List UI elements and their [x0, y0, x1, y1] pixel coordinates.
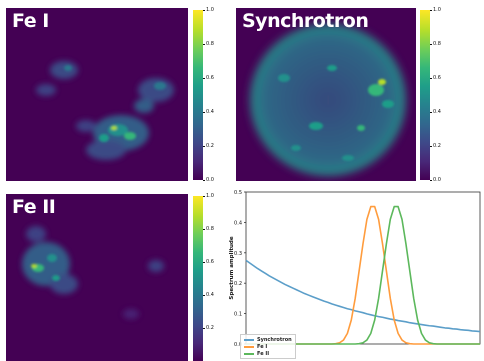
y-tick-label: 0.3	[234, 251, 242, 257]
legend-label-fe2: Fe II	[257, 350, 270, 357]
colorbar-tick-fe2	[203, 295, 205, 296]
colorbar-tick-label-synchrotron: 1.0	[433, 7, 441, 13]
legend-item-fe1: Fe I	[244, 343, 292, 350]
panel-title-fe2: Fe II	[12, 196, 56, 218]
colorbar-tick-synchrotron	[430, 10, 432, 11]
colorbar-tick-synchrotron	[430, 180, 432, 181]
fe2-map: Fe II	[6, 194, 188, 361]
y-axis-label: Spectrum amplitude	[229, 236, 235, 299]
legend-item-synchrotron: Synchrotron	[244, 336, 292, 343]
fe1-map: Fe I	[6, 8, 188, 181]
colorbar-tick-label-fe2: 0.6	[206, 259, 214, 265]
colorbar-tick-label-fe1: 0.4	[206, 109, 214, 115]
plot-frame	[245, 191, 481, 345]
colorbar-tick-label-synchrotron: 0.4	[433, 109, 441, 115]
colorbar-tick-label-fe1: 0.0	[206, 177, 214, 183]
legend: Synchrotron Fe I Fe II	[240, 334, 296, 359]
colorbar-tick-fe2	[203, 196, 205, 197]
legend-swatch-synchrotron	[244, 338, 254, 341]
panel-title-fe1: Fe I	[12, 10, 49, 32]
colorbar-synchrotron	[420, 10, 430, 180]
colorbar-tick-fe1	[203, 78, 205, 79]
colorbar-tick-label-fe1: 1.0	[206, 7, 214, 13]
colorbar-tick-label-fe1: 0.2	[206, 143, 214, 149]
y-tick-label: 0.0	[234, 342, 242, 348]
colorbar-fe1	[193, 10, 203, 180]
colorbar-tick-synchrotron	[430, 146, 432, 147]
colorbar-tick-fe1	[203, 146, 205, 147]
colorbar-tick-fe1	[203, 112, 205, 113]
colorbar-tick-label-fe2: 0.2	[206, 325, 214, 331]
colorbar-tick-synchrotron	[430, 112, 432, 113]
fe1-emission	[36, 61, 174, 160]
fe2-emission	[22, 226, 164, 319]
colorbar-tick-fe1	[203, 10, 205, 11]
colorbar-tick-label-fe1: 0.6	[206, 75, 214, 81]
colorbar-tick-label-synchrotron: 0.2	[433, 143, 441, 149]
colorbar-tick-fe1	[203, 180, 205, 181]
legend-swatch-fe1	[244, 345, 254, 348]
series-line-fe-ii	[246, 205, 480, 345]
colorbar-tick-label-synchrotron: 0.6	[433, 75, 441, 81]
synchrotron-emission	[246, 20, 410, 180]
colorbar-tick-fe2	[203, 229, 205, 230]
y-tick-label: 0.2	[234, 281, 242, 287]
colorbar-tick-fe2	[203, 328, 205, 329]
colorbar-tick-synchrotron	[430, 44, 432, 45]
colorbar-tick-label-fe2: 0.8	[206, 226, 214, 232]
legend-label-synchrotron: Synchrotron	[257, 336, 292, 343]
series-line-synchrotron	[245, 259, 481, 333]
colorbar-tick-label-fe1: 0.8	[206, 41, 214, 47]
y-tick-label: 0.4	[234, 220, 242, 226]
colorbar-tick-fe2	[203, 262, 205, 263]
legend-swatch-fe2	[244, 352, 254, 355]
legend-item-fe2: Fe II	[244, 350, 292, 357]
colorbar-tick-fe1	[203, 44, 205, 45]
colorbar-tick-synchrotron	[430, 78, 432, 79]
y-tick-label: 0.1	[234, 312, 242, 318]
series-line-fe-i	[246, 205, 480, 345]
y-tick-label: 0.5	[234, 190, 242, 196]
colorbar-tick-label-fe2: 1.0	[206, 193, 214, 199]
synchrotron-map: Synchrotron	[236, 8, 416, 181]
colorbar-tick-label-synchrotron: 0.0	[433, 177, 441, 183]
colorbar-fe2	[193, 196, 203, 361]
colorbar-tick-label-synchrotron: 0.8	[433, 41, 441, 47]
legend-label-fe1: Fe I	[257, 343, 268, 350]
panel-title-synchrotron: Synchrotron	[242, 10, 369, 32]
colorbar-tick-label-fe2: 0.4	[206, 292, 214, 298]
